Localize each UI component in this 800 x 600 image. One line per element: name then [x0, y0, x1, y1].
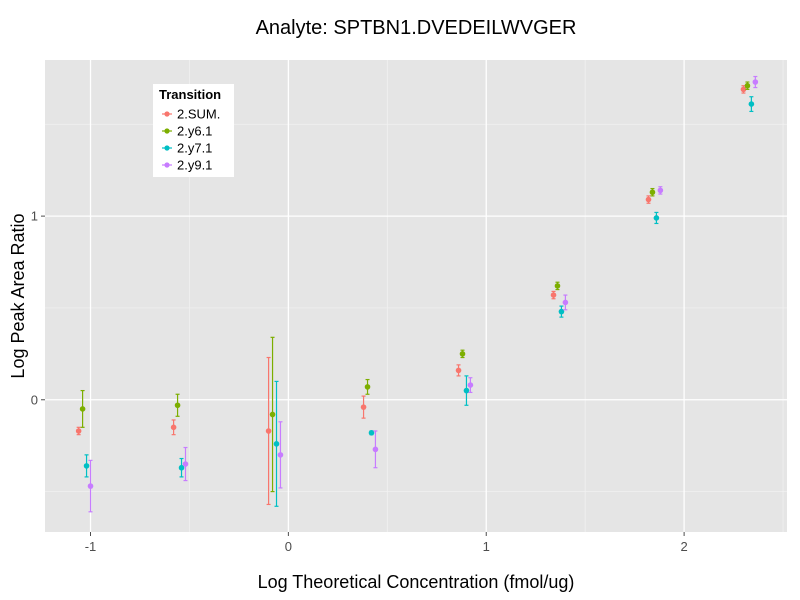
series-2.y7.1 [83, 96, 755, 507]
data-point [558, 308, 565, 315]
data-point [554, 283, 561, 289]
series-2.SUM. [75, 85, 747, 506]
data-point [360, 404, 367, 410]
data-point [744, 82, 751, 89]
legend-label: 2.y6.1 [177, 124, 212, 139]
data-point [455, 367, 462, 374]
data-point [174, 402, 181, 409]
legend-key-point [164, 128, 170, 134]
legend-title: Transition [159, 87, 221, 102]
legend-key-point [164, 145, 170, 151]
x-tick-label: 1 [483, 539, 490, 554]
series-2.y6.1 [79, 81, 751, 493]
legend-label: 2.SUM. [177, 107, 220, 122]
x-tick-label: -1 [85, 539, 97, 554]
legend-label: 2.y7.1 [177, 141, 212, 156]
data-point [463, 387, 470, 394]
x-axis-title: Log Theoretical Concentration (fmol/ug) [258, 572, 575, 592]
data-point [459, 351, 466, 357]
data-point [657, 187, 664, 194]
data-marks [75, 75, 759, 513]
data-point [653, 215, 660, 221]
data-point [562, 299, 569, 306]
data-point [752, 79, 759, 85]
data-point [550, 292, 557, 298]
data-point [79, 406, 86, 412]
data-point [273, 441, 280, 447]
legend-label: 2.y9.1 [177, 158, 212, 173]
data-point [467, 382, 474, 388]
data-point [75, 428, 82, 434]
data-point [364, 384, 371, 390]
data-point [748, 101, 755, 107]
chart-title: Analyte: SPTBN1.DVEDEILWVGER [256, 17, 577, 39]
data-point [87, 483, 94, 489]
legend-key-point [164, 111, 170, 117]
y-tick-label: 0 [31, 392, 38, 407]
data-point [277, 452, 284, 458]
x-tick-label: 2 [680, 539, 687, 554]
data-point [372, 446, 379, 453]
data-point [83, 463, 90, 469]
data-point [649, 189, 656, 196]
data-point [182, 461, 189, 467]
x-tick-label: 0 [285, 539, 292, 554]
legend-key-point [164, 162, 170, 168]
data-point [740, 86, 747, 93]
data-point [170, 424, 177, 431]
axis-ticks: -1 0 1 2 0 1 [31, 209, 688, 554]
data-point [178, 464, 185, 471]
gridlines [45, 60, 787, 532]
legend: Transition 2.SUM. 2.y6.1 2.y7.1 2.y9.1 [153, 84, 234, 177]
data-point [368, 430, 375, 436]
series-2.y9.1 [87, 75, 759, 513]
data-point [265, 428, 272, 434]
y-tick-label: 1 [31, 209, 38, 224]
y-axis-title: Log Peak Area Ratio [8, 213, 28, 378]
data-point [645, 196, 652, 203]
data-point [269, 411, 276, 418]
